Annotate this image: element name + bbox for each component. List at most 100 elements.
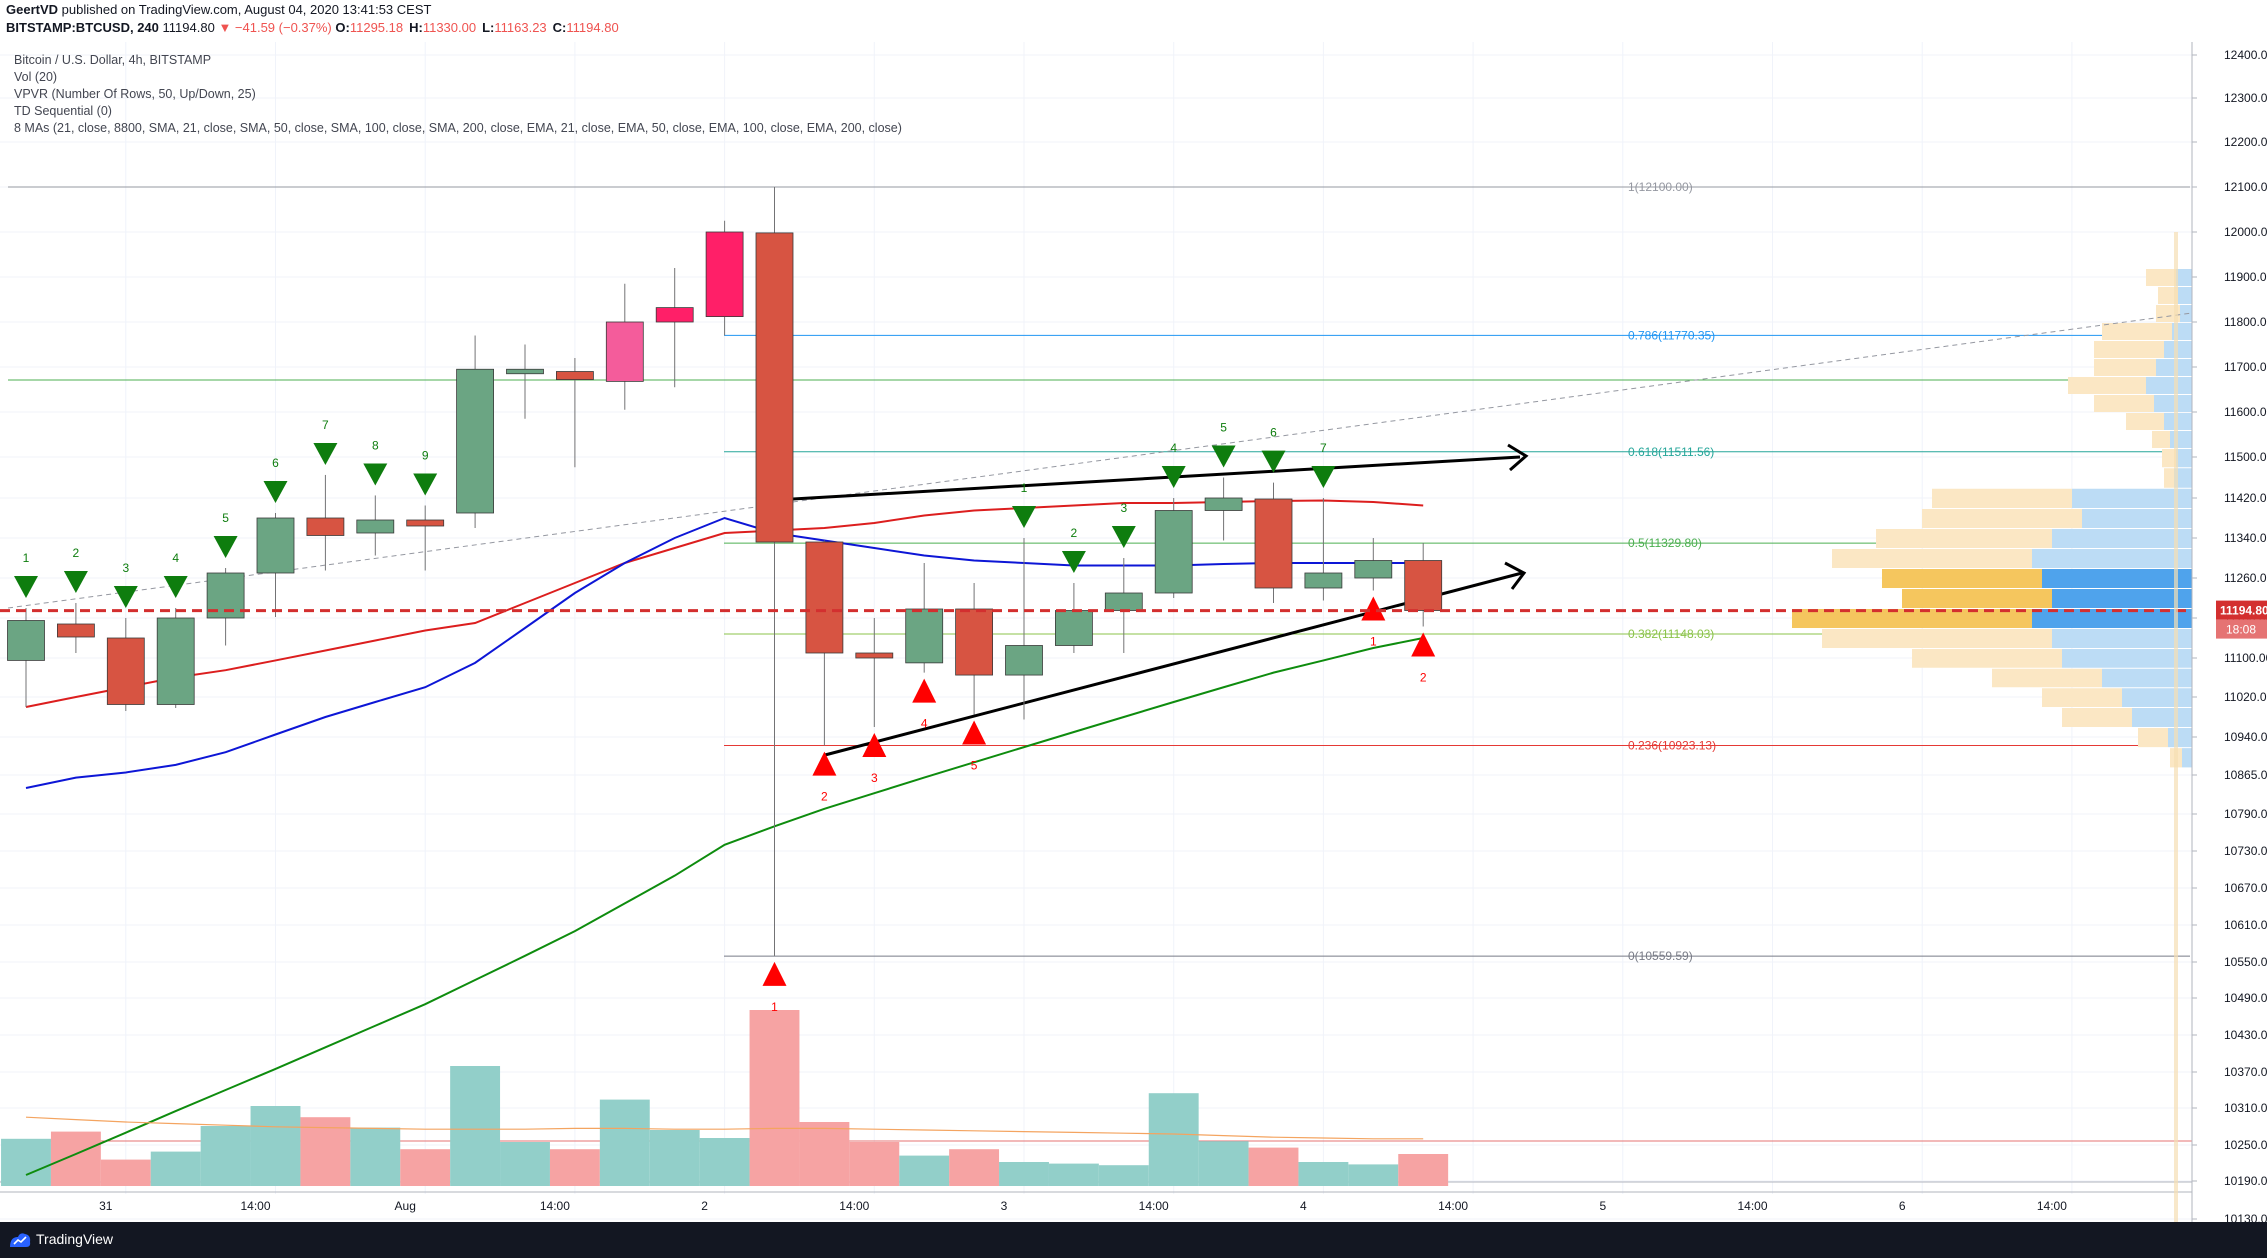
volume-bar	[1148, 1093, 1199, 1186]
td-buy-count: 1	[771, 1000, 778, 1014]
volume-bar	[250, 1106, 301, 1186]
legend-td-sequential[interactable]: TD Sequential (0)	[14, 104, 112, 118]
candle-body	[556, 371, 594, 381]
vpvr-down-row	[2126, 413, 2164, 430]
td-buy-count: 4	[921, 717, 928, 731]
price-tick-label: 10550.00	[2224, 955, 2267, 969]
volume-bar	[50, 1131, 101, 1186]
volume-bar	[699, 1138, 750, 1186]
price-tick-label: 11420.00	[2224, 491, 2267, 505]
current-price-label: 11194.80	[2220, 604, 2267, 618]
candle-body	[256, 517, 295, 574]
price-tick-label: 10310.00	[2224, 1101, 2267, 1115]
high-label: H:	[409, 20, 423, 35]
time-tick-label: 14:00	[1438, 1199, 1468, 1213]
candle-body	[1005, 645, 1043, 676]
td-sell-marker	[1111, 526, 1136, 548]
candle-body	[1354, 560, 1393, 579]
volume-bar	[1398, 1154, 1449, 1186]
fib-level-label: 0.382(11148.03)	[1628, 627, 1714, 641]
volume-bar	[150, 1151, 201, 1186]
td-sell-count: 7	[322, 418, 329, 432]
tradingview-logo-icon[interactable]	[8, 1231, 32, 1249]
price-tick-label: 12100.00	[2224, 180, 2267, 194]
volume-bar	[300, 1117, 351, 1186]
vpvr-down-row	[1902, 589, 2052, 608]
fib-level-label: 0.786(11770.35)	[1628, 328, 1715, 342]
td-buy-count: 2	[1420, 671, 1427, 685]
legend-volume[interactable]: Vol (20)	[14, 70, 58, 84]
vpvr-down-row	[1922, 509, 2082, 528]
vpvr-up-row	[2072, 488, 2192, 508]
fib-level-label: 0.236(10923.13)	[1628, 739, 1716, 753]
fib-level-label: 0.5(11329.80)	[1628, 536, 1702, 550]
countdown-box	[2216, 619, 2267, 639]
price-tick-label: 11340.00	[2224, 531, 2267, 545]
time-tick-label: 5	[1599, 1199, 1606, 1213]
volume-bar	[549, 1149, 600, 1186]
price-axis[interactable]: 12400.00 12300.00 12200.00 12100.00 12000.00…	[2174, 42, 2267, 1222]
candlesticks	[7, 187, 1443, 956]
volume-bar	[400, 1149, 451, 1186]
price-tick-label: 12000.00	[2224, 225, 2267, 239]
time-tick-label: 14:00	[540, 1199, 570, 1213]
candle-body	[106, 637, 145, 705]
td-buy-count: 1	[1370, 635, 1377, 649]
vpvr-up-row	[2168, 728, 2192, 748]
volume-bar	[350, 1127, 401, 1186]
vpvr-up-row	[2032, 609, 2192, 628]
fibonacci-retracement[interactable]: 1(12100.00) 0.786(11770.35) 0.618(11511.56…	[724, 180, 2190, 963]
vpvr-down-row	[2062, 708, 2132, 727]
legend-moving-averages[interactable]: 8 MAs (21, close, 8800, SMA, 21, close, …	[14, 121, 902, 135]
fib-level-label: 0(10559.59)	[1628, 949, 1693, 963]
tradingview-brand[interactable]: TradingView	[36, 1231, 114, 1247]
td-buy-count: 5	[971, 759, 978, 773]
volume-bar	[450, 1066, 501, 1186]
vpvr-up-row	[2178, 287, 2192, 304]
candle-body	[1204, 497, 1243, 511]
td-sell-marker	[313, 442, 338, 465]
price-tick-label: 10670.00	[2224, 881, 2267, 895]
td-sell-marker	[363, 463, 388, 486]
vpvr-up-row	[2174, 468, 2192, 488]
price-tick-label: 10865.00	[2224, 768, 2267, 782]
price-tick-label: 11100.00	[2224, 651, 2267, 665]
time-axis[interactable]: 31 14:00 Aug 14:00 2 14:00 3 14:00 4 14:00 5 14:00 6…	[99, 1199, 2067, 1213]
price-chart[interactable]: 1(12100.00) 0.786(11770.35) 0.618(11511.56…	[0, 42, 2267, 1222]
price-tick-label: 10490.00	[2224, 991, 2267, 1005]
candle-body	[7, 620, 45, 661]
legend-vpvr[interactable]: VPVR (Number Of Rows, 50, Up/Down, 25)	[14, 87, 256, 101]
td-buy-marker	[812, 751, 837, 776]
publish-info: published on TradingView.com, August 04,…	[61, 2, 432, 17]
vpvr-down-row	[2146, 269, 2176, 286]
vpvr-up-row	[2052, 589, 2192, 608]
td-buy-marker	[862, 733, 887, 757]
td-sell-marker	[413, 473, 438, 496]
time-tick-label: 14:00	[240, 1199, 270, 1213]
vpvr-up-row	[2154, 395, 2192, 412]
time-tick-label: 14:00	[2037, 1199, 2067, 1213]
author-name[interactable]: GeertVD	[6, 2, 59, 17]
time-tick-label: 3	[1001, 1199, 1008, 1213]
last-price: 11194.80	[162, 20, 215, 35]
vpvr-up-row	[2132, 708, 2192, 727]
price-tick-label: 10370.00	[2224, 1065, 2267, 1079]
legend-title[interactable]: Bitcoin / U.S. Dollar, 4h, BITSTAMP	[14, 53, 212, 67]
time-tick-label: 31	[99, 1199, 113, 1213]
candle-body	[805, 541, 844, 654]
symbol-label[interactable]: BITSTAMP:BTCUSD, 240	[6, 20, 159, 35]
vpvr-down-row	[2042, 688, 2122, 707]
open-value: 11295.18	[349, 20, 404, 35]
volume-bar	[500, 1142, 550, 1186]
vpvr-up-row	[2122, 688, 2192, 707]
tradingview-footer: TradingView	[0, 1222, 2267, 1258]
price-tick-label: 11800.00	[2224, 315, 2267, 329]
time-tick-label: Aug	[395, 1199, 416, 1213]
td-buy-marker	[1361, 596, 1386, 621]
candle-body	[855, 652, 894, 659]
vpvr-down-row	[2138, 728, 2168, 748]
vpvr-up-row	[2082, 509, 2192, 528]
td-sell-count: 6	[272, 456, 279, 470]
high-value: 11330.00	[422, 20, 477, 35]
axis-volume-gutter	[2174, 232, 2178, 1222]
